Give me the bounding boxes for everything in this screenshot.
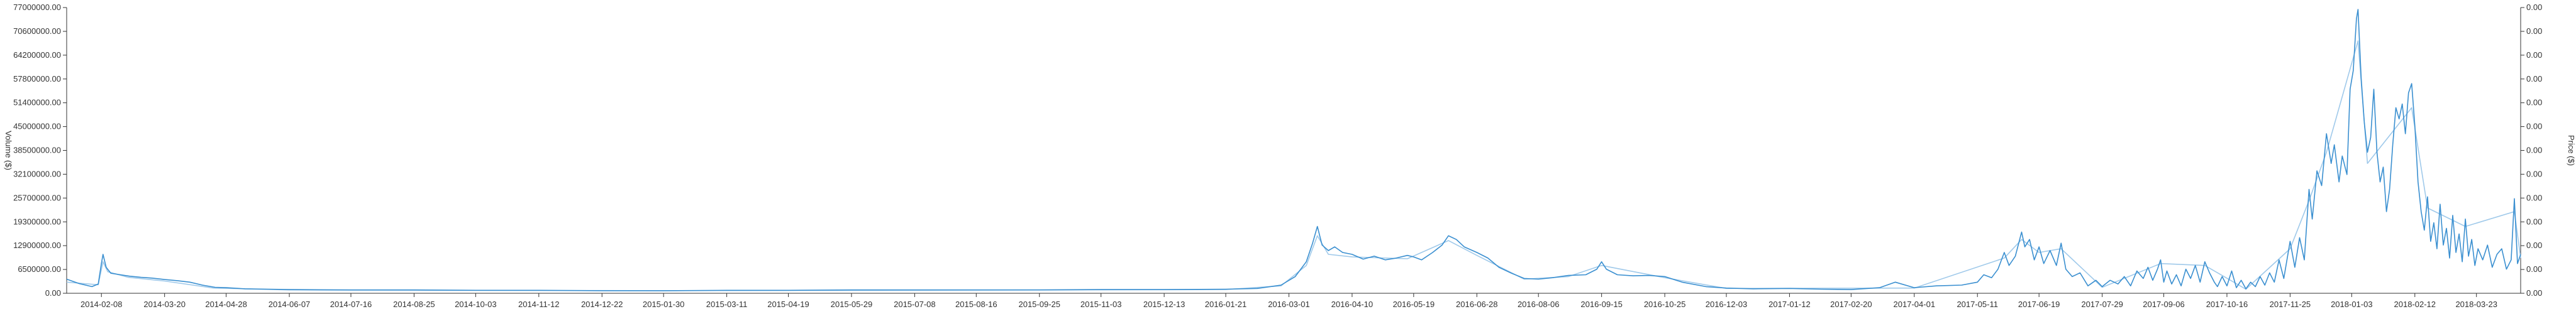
x-tick-label: 2016-09-15 [1580,300,1623,309]
right-y-tick-label: 0.00 [2526,241,2542,250]
series-layer [66,9,2521,291]
right-y-tick-label: 0.00 [2526,122,2542,131]
x-tick-label: 2015-11-03 [1080,300,1122,309]
left-y-tick-label: 45000000.00 [13,122,61,131]
x-tick-label: 2015-01-30 [643,300,685,309]
left-y-tick-label: 32100000.00 [13,169,61,178]
left-y-tick-label: 64200000.00 [13,50,61,60]
left-y-tick-label: 77000000.00 [13,3,61,12]
x-tick-label: 2014-04-28 [205,300,247,309]
right-y-axis-title: Price ($) [2567,135,2576,166]
left-y-tick-label: 12900000.00 [13,241,61,250]
x-tick-label: 2017-10-16 [2206,300,2248,309]
x-tick-label: 2015-09-25 [1018,300,1060,309]
x-tick-label: 2016-03-01 [1268,300,1310,309]
x-tick-label: 2017-01-12 [1768,300,1811,309]
left-y-axis: 0.00 6500000.00 12900000.00 19300000.00 2570… [13,3,67,298]
x-tick-label: 2016-01-21 [1205,300,1247,309]
series-line [66,40,2521,291]
x-tick-label: 2016-12-03 [1706,300,1748,309]
right-y-tick-label: 0.00 [2526,3,2542,12]
series-line [66,9,2521,291]
x-tick-label: 2014-10-03 [455,300,497,309]
right-y-tick-label: 0.00 [2526,146,2542,155]
x-tick-label: 2015-07-08 [894,300,936,309]
x-tick-label: 2017-06-19 [2018,300,2060,309]
x-tick-label: 2018-01-03 [2331,300,2373,309]
right-y-tick-label: 0.00 [2526,98,2542,107]
x-tick-label: 2015-04-19 [767,300,809,309]
x-tick-label: 2014-07-16 [330,300,372,309]
x-tick-label: 2014-12-22 [581,300,623,309]
left-y-tick-label: 38500000.00 [13,146,61,155]
left-y-tick-label: 25700000.00 [13,193,61,202]
right-y-tick-label: 0.00 [2526,217,2542,226]
right-y-tick-label: 0.00 [2526,264,2542,274]
x-tick-label: 2018-02-12 [2394,300,2436,309]
x-tick-label: 2016-08-06 [1518,300,1560,309]
right-y-tick-label: 0.00 [2526,50,2542,60]
x-tick-label: 2017-11-25 [2270,300,2311,309]
left-y-axis-title: Volume ($) [4,131,13,170]
left-y-tick-label: 0.00 [45,288,61,298]
left-y-tick-label: 19300000.00 [13,217,61,226]
right-y-tick-label: 0.00 [2526,74,2542,84]
x-tick-label: 2017-02-20 [1830,300,1872,309]
x-tick-label: 2014-02-08 [80,300,123,309]
left-y-tick-label: 51400000.00 [13,98,61,107]
right-y-tick-label: 0.00 [2526,288,2542,298]
x-tick-label: 2016-10-25 [1644,300,1686,309]
x-tick-label: 2014-08-25 [393,300,435,309]
x-tick-label: 2015-03-11 [706,300,748,309]
right-y-tick-label: 0.00 [2526,169,2542,178]
right-y-tick-label: 0.00 [2526,193,2542,202]
x-tick-label: 2014-11-12 [518,300,560,309]
right-y-tick-label: 0.00 [2526,26,2542,36]
x-tick-label: 2017-09-06 [2143,300,2185,309]
x-tick-label: 2015-12-13 [1143,300,1185,309]
x-tick-label: 2017-05-11 [1957,300,1998,309]
x-tick-label: 2014-06-07 [269,300,311,309]
x-tick-label: 2016-04-10 [1331,300,1374,309]
left-y-tick-label: 6500000.00 [18,264,61,274]
x-tick-label: 2014-03-20 [143,300,186,309]
x-tick-label: 2016-06-28 [1456,300,1498,309]
x-tick-label: 2015-05-29 [831,300,873,309]
x-tick-label: 2018-03-23 [2455,300,2497,309]
x-axis: 2014-02-08 2014-03-20 2014-04-28 2014-06-07… [80,293,2497,309]
right-y-axis: 0.00 0.00 0.00 0.00 0.00 0.00 0.00 0.00 0.00 0.00… [2521,3,2542,298]
x-tick-label: 2016-05-19 [1393,300,1435,309]
left-y-tick-label: 57800000.00 [13,74,61,84]
x-tick-label: 2017-07-29 [2081,300,2123,309]
x-tick-label: 2017-04-01 [1894,300,1936,309]
x-tick-label: 2015-08-16 [955,300,997,309]
left-y-tick-label: 70600000.00 [13,26,61,36]
